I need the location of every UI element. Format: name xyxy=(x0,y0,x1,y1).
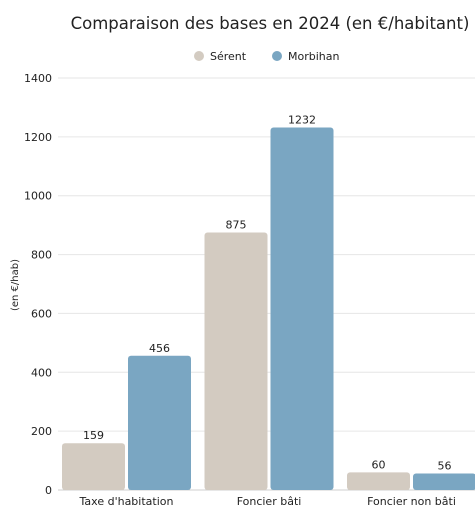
legend-swatch-morbihan xyxy=(272,51,282,61)
data-label: 456 xyxy=(149,342,170,355)
bar-morbihan-foncier-bati xyxy=(270,127,334,490)
y-axis-ticks: 0 200 400 600 800 1000 1200 1400 xyxy=(24,72,52,497)
y-tick-label: 1400 xyxy=(24,72,52,85)
y-tick-label: 1200 xyxy=(24,131,52,144)
data-labels: 159 456 875 1232 60 56 xyxy=(83,113,452,472)
bar-serent-foncier-non-bati xyxy=(347,472,410,490)
data-label: 875 xyxy=(226,219,247,232)
legend-swatch-serent xyxy=(194,51,204,61)
bar-morbihan-foncier-non-bati xyxy=(413,473,475,490)
bar-serent-taxe-d-habitation xyxy=(62,443,125,490)
y-tick-label: 400 xyxy=(31,366,52,379)
legend-label-morbihan: Morbihan xyxy=(288,50,339,63)
y-tick-label: 200 xyxy=(31,425,52,438)
y-tick-label: 0 xyxy=(45,484,52,497)
bar-morbihan-taxe-d-habitation xyxy=(128,355,191,490)
bar-serent-foncier-bati xyxy=(204,232,268,490)
y-axis-title: (en €/hab) xyxy=(10,259,21,311)
legend-label-serent: Sérent xyxy=(210,50,247,63)
data-label: 159 xyxy=(83,429,104,442)
x-tick-label: Foncier bâti xyxy=(237,495,302,507)
x-tick-label: Taxe d'habitation xyxy=(79,495,174,507)
x-tick-label: Foncier non bâti xyxy=(367,495,456,507)
data-label: 1232 xyxy=(288,113,316,126)
y-tick-label: 800 xyxy=(31,249,52,262)
data-label: 60 xyxy=(372,458,386,471)
chart-title: Comparaison des bases en 2024 (en €/habi… xyxy=(71,14,470,33)
data-label: 56 xyxy=(438,460,452,473)
bars xyxy=(62,127,475,490)
y-tick-label: 1000 xyxy=(24,190,52,203)
y-tick-label: 600 xyxy=(31,307,52,320)
x-axis-categories: Taxe d'habitation Foncier bâti Foncier non… xyxy=(79,495,456,507)
legend: Sérent Morbihan xyxy=(194,50,339,63)
